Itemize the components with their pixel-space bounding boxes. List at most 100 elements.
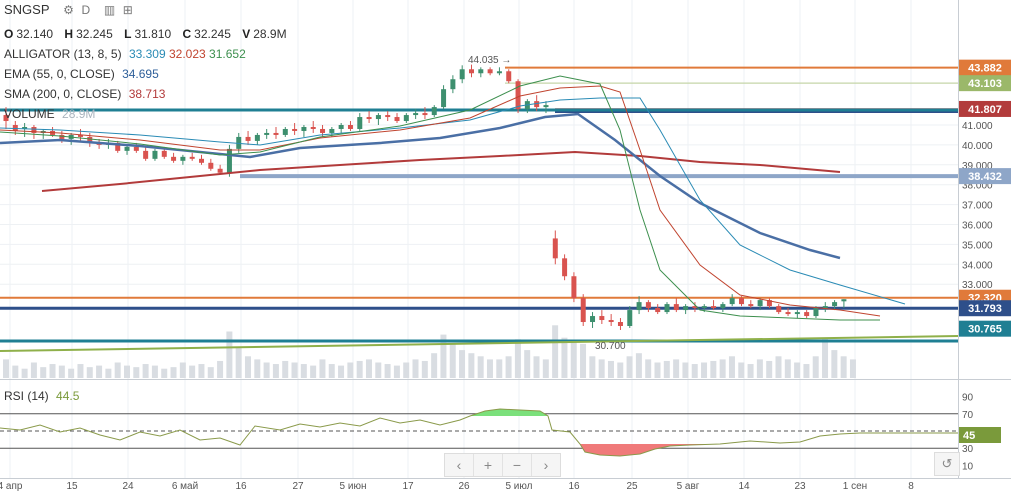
candle-body [766,300,772,307]
alligator-teeth-line [0,85,881,317]
candle-body [357,117,363,129]
sma-legend[interactable]: SMA (200, 0, CLOSE) 38.713 [4,87,165,101]
volume-bar [496,359,503,378]
price-tag: 43.103 [959,75,1011,92]
x-tick-label: 26 [458,481,470,492]
candle-body [431,107,437,116]
volume-bar [738,362,745,378]
volume-value: 28.9M [253,27,287,41]
candle-body [385,115,391,118]
candle-body [692,306,698,309]
volume-bar [310,365,317,378]
volume-bar [68,368,75,378]
candle-body [329,128,335,133]
volume-bar [580,343,587,378]
candle-body [133,146,139,151]
candle-body [180,156,186,161]
volume-bar [217,360,224,378]
volume-bar [617,362,624,378]
alligator-legend[interactable]: ALLIGATOR (13, 8, 5) 33.309 32.023 31.65… [4,47,246,61]
compare-icon[interactable]: ⊞ [122,3,133,17]
rsi-legend[interactable]: RSI (14) 44.5 [4,389,79,403]
volume-bar [384,364,391,378]
zoom-in-button[interactable]: + [474,454,503,476]
volume-bar [77,364,84,378]
candle-body [115,142,121,151]
price-tag: 43.882 [959,59,1011,76]
volume-bar [254,359,261,378]
candle-body [217,168,223,173]
gear-icon[interactable]: ⚙ [63,3,74,17]
candle-body [3,115,9,122]
interval-label[interactable]: D [81,3,91,17]
reset-chart-button[interactable]: ↺ [934,452,960,476]
volume-bar [30,362,37,378]
candle-body [748,304,754,307]
volume-bar [40,367,47,378]
scroll-right-button[interactable]: › [543,457,549,473]
x-tick-label: 1 сен [843,481,867,492]
y-tick-label: 40.000 [962,141,993,152]
volume-bar [105,368,112,378]
candle-body [199,158,205,163]
candle-body [571,276,577,299]
candle-body [87,136,93,143]
price-tag-label: 43.103 [968,78,1002,90]
scroll-left-button[interactable]: ‹ [445,454,474,476]
volume-bar [803,364,810,378]
candle-body [515,81,521,110]
volume-bar [393,365,400,378]
volume-bar [598,359,605,378]
candle-body [794,312,800,315]
zoom-out-button[interactable]: − [503,454,532,476]
y-tick-label: 36.000 [962,221,993,232]
volume-bar [449,343,456,378]
volume-bar [784,359,791,378]
candle-body [469,69,474,74]
volume-bar [96,365,103,378]
x-tick-label: 5 июл [505,481,532,492]
candle-body [189,156,195,159]
rsi-tag: 45 [959,427,1001,443]
high-value: 32.245 [76,27,113,41]
candle-body [403,115,409,122]
bar-chart-icon[interactable]: ▥ [103,3,116,17]
rsi-oversold-fill [580,444,720,456]
candle-body [841,299,847,302]
symbol-header: SNGSP ⚙ D ▥ ⊞ [4,2,137,17]
volume-bar [282,360,289,378]
volume-bar [607,360,614,378]
candle-body [254,134,260,141]
symbol-name[interactable]: SNGSP [4,2,50,17]
volume-bar [524,350,531,378]
volume-indicator-value: 28.9M [62,107,96,121]
sma-value: 38.713 [128,87,166,101]
y-tick-label: 38.000 [962,181,993,192]
ema-value: 34.695 [122,67,159,81]
price-tag: 38.432 [959,168,1011,185]
rsi-tick-label: 10 [962,461,974,472]
volume-bar [338,365,345,378]
price-tag-label: 31.793 [968,303,1002,315]
ema-legend[interactable]: EMA (55, 0, CLOSE) 34.695 [4,67,159,81]
candle-body [208,162,214,169]
alligator-lips-line [0,75,880,321]
volume-legend[interactable]: VOLUME 28.9M [4,107,95,121]
volume-bar [375,362,382,378]
volume-bar [123,365,130,378]
candle-body [282,128,288,135]
candle-body [655,308,661,313]
candle-body [590,316,596,323]
candle-body [152,150,158,159]
volume-indicator-label: VOLUME [4,107,55,121]
x-tick-label: 23 [794,481,806,492]
candle-body [673,304,679,311]
high-label: H [64,27,74,41]
volume-bar [570,340,577,378]
volume-bar [533,356,540,378]
candle-body [171,156,177,161]
candle-body [729,298,735,305]
candle-body [534,101,540,108]
volume-bar [356,360,363,378]
